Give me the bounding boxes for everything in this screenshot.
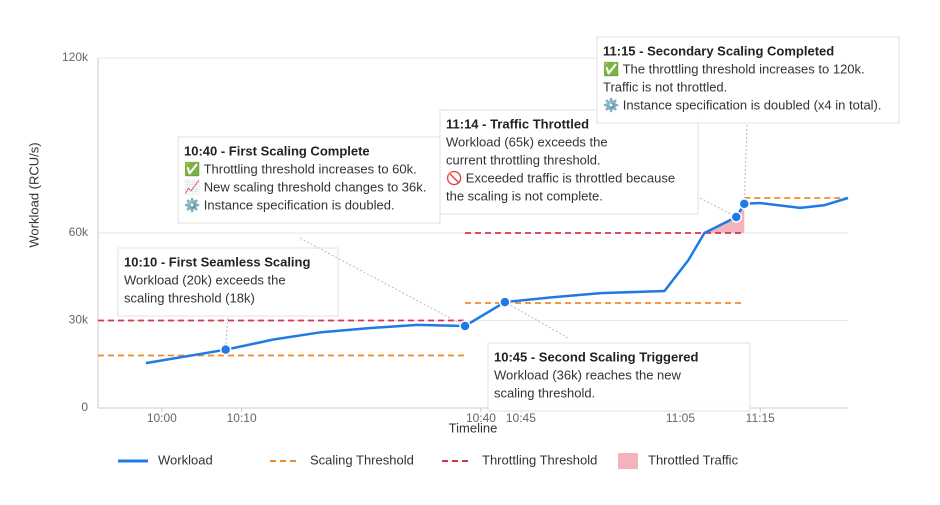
x-tick-label: 10:45	[506, 411, 536, 425]
legend-label: Scaling Threshold	[310, 452, 414, 467]
data-point	[499, 296, 511, 308]
annotation-box	[487, 342, 751, 412]
annotation-title: 10:10 - First Seamless Scaling	[124, 254, 310, 269]
threshold-line	[98, 232, 745, 322]
legend-label: Workload	[158, 452, 213, 467]
annotation-text: the scaling is not complete.	[446, 188, 603, 203]
x-tick-label: 11:05	[666, 411, 695, 425]
annotation-box	[596, 36, 900, 124]
annotation-text: 📈 New scaling threshold changes to 36k.	[184, 179, 426, 194]
leader-line	[299, 237, 466, 327]
data-point	[738, 198, 751, 210]
annotation-text: Workload (36k) reaches the new	[494, 367, 682, 382]
leader-line	[743, 124, 748, 204]
y-tick-label: 120k	[62, 50, 89, 64]
legend-label: Throttled Traffic	[648, 452, 739, 467]
x-tick-label: 10:10	[227, 411, 257, 425]
y-axis-title: Workload (RCU/s)	[26, 142, 41, 247]
annotation-text: scaling threshold.	[494, 385, 595, 400]
annotation-text: scaling threshold (18k)	[124, 290, 255, 305]
annotation-title: 11:15 - Secondary Scaling Completed	[603, 43, 834, 58]
annotation-text: Traffic is not throttled.	[603, 79, 727, 94]
annotation-text: 🚫 Exceeded traffic is throttled because	[446, 170, 675, 185]
annotation-text: ⚙️ Instance specification is doubled (x4…	[603, 97, 882, 112]
annotation-box	[439, 109, 699, 215]
x-tick-label: 11:15	[746, 411, 775, 425]
x-axis-title: Timeline	[449, 420, 498, 435]
workload-line	[145, 196, 849, 365]
annotation-text: Workload (65k) exceeds the	[446, 134, 608, 149]
legend-label: Throttling Threshold	[482, 452, 597, 467]
y-tick-label: 30k	[69, 313, 89, 327]
y-tick-label: 60k	[69, 225, 89, 239]
annotation-text: Workload (20k) exceeds the	[124, 272, 286, 287]
annotation-text: ✅ The throttling threshold increases to …	[603, 61, 865, 76]
data-point	[219, 343, 232, 356]
leader-line	[225, 313, 229, 350]
annotation-text: ⚙️ Instance specification is doubled.	[184, 197, 395, 212]
x-tick-label: 10:40	[466, 411, 496, 425]
annotation-title: 10:40 - First Scaling Complete	[184, 143, 370, 158]
annotation-box	[117, 247, 339, 317]
throttled-area	[704, 203, 745, 233]
annotation-text: current throttling threshold.	[446, 152, 601, 167]
data-point	[730, 211, 743, 223]
x-tick-label: 10:00	[147, 411, 177, 425]
y-tick-label: 0	[81, 400, 88, 414]
threshold-line	[98, 197, 848, 357]
leader-line	[504, 301, 569, 339]
leader-line	[699, 197, 737, 218]
annotation-text: ✅ Throttling threshold increases to 60k.	[184, 161, 417, 176]
legend-swatch	[618, 453, 638, 469]
annotation-title: 10:45 - Second Scaling Triggered	[494, 349, 699, 364]
annotation-title: 11:14 - Traffic Throttled	[446, 116, 589, 131]
annotation-box	[177, 136, 441, 224]
data-point	[459, 320, 471, 332]
